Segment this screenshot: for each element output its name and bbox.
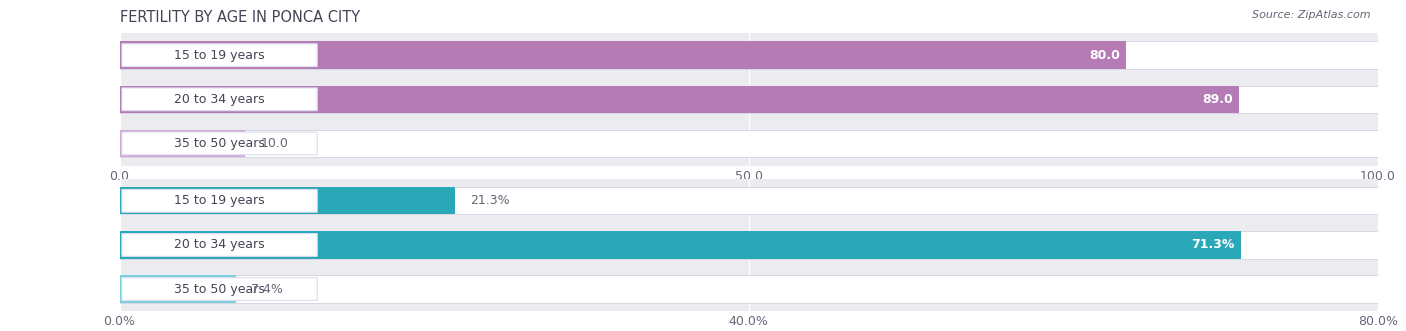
FancyBboxPatch shape [122,278,318,301]
Text: 35 to 50 years: 35 to 50 years [174,137,264,150]
Text: 21.3%: 21.3% [470,194,509,207]
Bar [120,86,1378,113]
Bar [120,187,454,214]
Bar [120,86,1240,113]
Text: 20 to 34 years: 20 to 34 years [174,238,264,252]
FancyBboxPatch shape [122,234,318,256]
Bar [120,41,1126,69]
Bar [120,130,245,157]
Text: 10.0: 10.0 [260,137,288,150]
Text: 7.4%: 7.4% [252,283,283,296]
Text: 35 to 50 years: 35 to 50 years [174,283,264,296]
Text: Source: ZipAtlas.com: Source: ZipAtlas.com [1253,10,1371,20]
FancyBboxPatch shape [122,189,318,212]
Bar [120,275,236,303]
Bar [120,231,1241,259]
Text: 89.0: 89.0 [1202,93,1233,106]
FancyBboxPatch shape [122,132,318,155]
FancyBboxPatch shape [122,88,318,111]
Bar [120,130,1378,157]
Text: 20 to 34 years: 20 to 34 years [174,93,264,106]
Bar [120,187,1378,214]
Bar [120,275,1378,303]
Text: FERTILITY BY AGE IN PONCA CITY: FERTILITY BY AGE IN PONCA CITY [120,10,360,25]
Text: 80.0: 80.0 [1090,49,1121,62]
FancyBboxPatch shape [122,44,318,67]
Text: 15 to 19 years: 15 to 19 years [174,49,264,62]
Text: 15 to 19 years: 15 to 19 years [174,194,264,207]
Bar [120,231,1378,259]
Bar [120,41,1378,69]
Text: 71.3%: 71.3% [1191,238,1234,252]
